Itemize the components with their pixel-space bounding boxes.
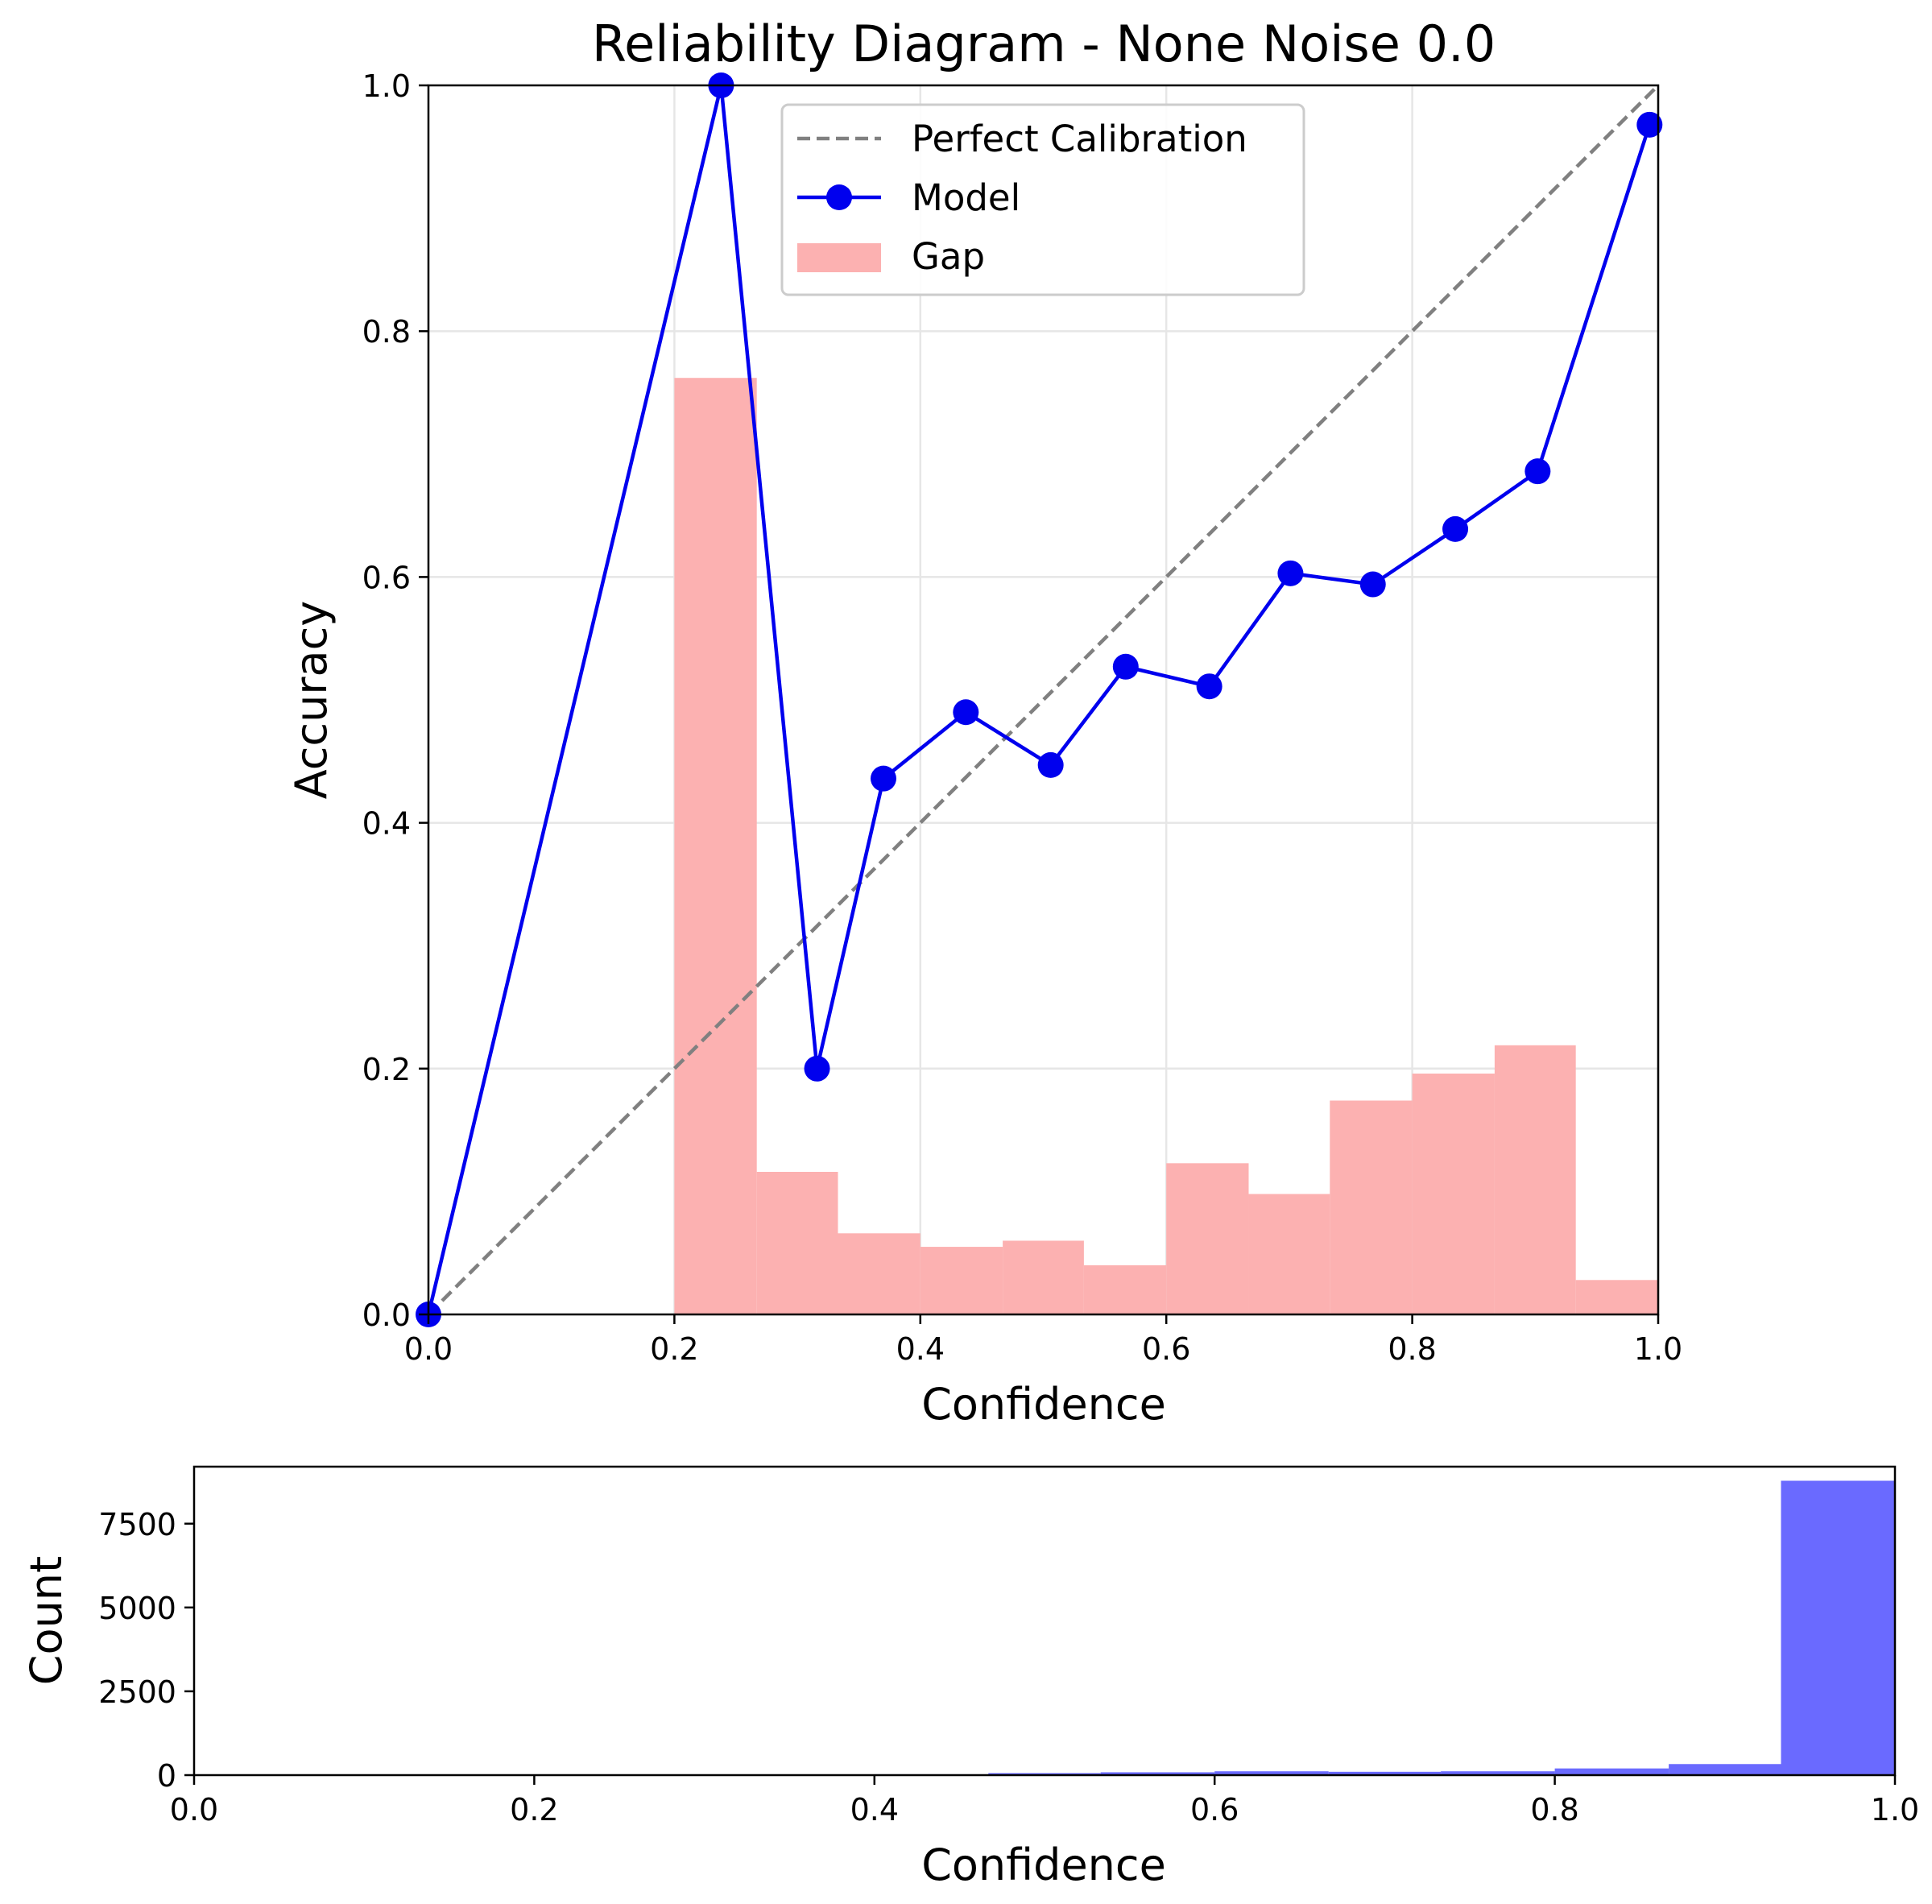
bottom-y-tick-label: 5000 <box>98 1591 176 1626</box>
top-x-tick-label: 0.0 <box>404 1331 453 1367</box>
legend-model-marker <box>826 184 852 210</box>
top-y-tick-label: 0.0 <box>362 1298 411 1333</box>
model-point <box>953 699 979 726</box>
model-point <box>870 765 896 792</box>
gap-bar <box>1412 1073 1495 1314</box>
model-point <box>1525 458 1551 485</box>
model-point <box>1636 111 1663 138</box>
gap-bar <box>1248 1194 1330 1314</box>
gap-bar <box>1003 1240 1084 1314</box>
model-point <box>1196 673 1222 700</box>
top-y-tick-label: 0.4 <box>362 806 411 842</box>
top-x-axis-label: Confidence <box>921 1379 1166 1430</box>
gap-bars <box>674 378 1658 1314</box>
count-bar <box>1554 1768 1669 1775</box>
bottom-x-tick-label: 1.0 <box>1871 1792 1919 1827</box>
gap-bar <box>1166 1163 1249 1314</box>
gap-bar <box>756 1171 838 1314</box>
legend-perfect-label: Perfect Calibration <box>912 118 1247 160</box>
gap-bar <box>1494 1045 1576 1314</box>
bottom-x-axis-label: Confidence <box>921 1840 1166 1890</box>
gap-bar <box>838 1233 920 1314</box>
bottom-y-axis-label: Count <box>21 1556 72 1685</box>
model-point <box>1359 571 1386 598</box>
bottom-x-tick-label: 0.4 <box>850 1792 899 1827</box>
bottom-x-tick-label: 0.2 <box>510 1792 558 1827</box>
top-x-tick-label: 1.0 <box>1634 1331 1682 1367</box>
bottom-y-tick-label: 2500 <box>98 1674 176 1710</box>
count-bar <box>1328 1771 1442 1775</box>
legend-gap-swatch <box>797 243 881 272</box>
model-point <box>1037 751 1064 778</box>
count-bar <box>1781 1480 1895 1775</box>
model-point <box>804 1055 830 1082</box>
top-y-tick-label: 0.2 <box>362 1052 411 1087</box>
gap-bar <box>1083 1265 1167 1314</box>
top-x-tick-label: 0.8 <box>1388 1331 1436 1367</box>
model-points <box>416 72 1663 1327</box>
model-point <box>1442 515 1469 542</box>
model-point <box>1277 560 1304 586</box>
top-y-tick-label: 0.8 <box>362 314 411 350</box>
legend-box <box>780 103 1305 296</box>
legend-model-label: Model <box>912 176 1020 219</box>
gap-bar <box>1330 1100 1413 1314</box>
gap-bar <box>674 378 757 1314</box>
count-bars <box>874 1480 1895 1775</box>
count-bar <box>1441 1771 1555 1775</box>
gap-bar <box>1575 1280 1658 1314</box>
bottom-axis-ticks: 0.0 0.2 0.4 0.6 0.8 1.0 0 2500 5000 7500 <box>98 1507 1919 1827</box>
top-axis-ticks: 0.0 0.2 0.4 0.6 0.8 1.0 0.0 0.2 0.4 0.6 0.8 1.0 <box>362 68 1683 1367</box>
top-x-tick-label: 0.2 <box>650 1331 698 1367</box>
gap-bar <box>920 1247 1003 1314</box>
count-bar <box>1100 1772 1215 1775</box>
legend: Perfect Calibration Model Gap <box>780 103 1305 296</box>
count-bar <box>1214 1771 1329 1775</box>
count-bar <box>1669 1764 1781 1775</box>
bottom-y-tick-label: 0 <box>157 1758 176 1794</box>
model-point <box>1112 653 1139 680</box>
bottom-x-tick-label: 0.6 <box>1190 1792 1239 1827</box>
chart-title: Reliability Diagram - None Noise 0.0 <box>592 14 1496 73</box>
top-y-tick-label: 0.6 <box>362 560 411 595</box>
bottom-x-tick-label: 0.8 <box>1530 1792 1578 1827</box>
top-x-tick-label: 0.6 <box>1142 1331 1190 1367</box>
bottom-x-tick-label: 0.0 <box>170 1792 218 1827</box>
top-y-axis-label: Accuracy <box>286 601 337 800</box>
bottom-plot-frame <box>192 1465 1897 1777</box>
legend-gap-label: Gap <box>912 235 985 278</box>
top-plot-frame <box>427 84 1660 1316</box>
top-x-tick-label: 0.4 <box>896 1331 945 1367</box>
top-y-tick-label: 1.0 <box>362 68 411 104</box>
bottom-y-tick-label: 7500 <box>98 1507 176 1542</box>
